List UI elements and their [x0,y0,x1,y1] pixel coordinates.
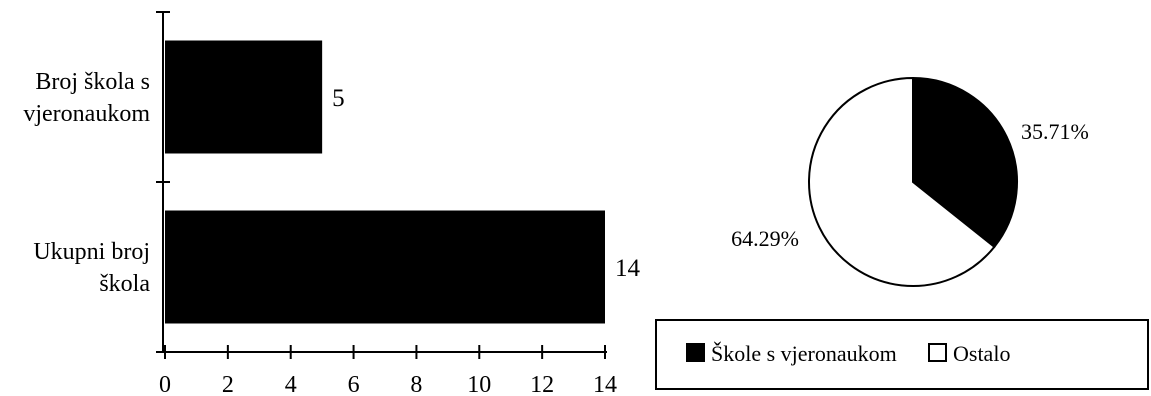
x-tick-label: 10 [467,372,491,396]
category-label-line: škola [99,271,150,297]
bar-1 [165,40,323,154]
x-tick-label: 12 [530,372,554,396]
x-tick-label: 4 [285,372,297,396]
bar-chart: 0 2 4 6 8 10 12 14 5 Broj škola s vjeronaukom 14 Uku… [23,11,641,396]
x-tick-label: 2 [222,372,234,396]
x-tick-label: 6 [348,372,360,396]
x-tick-label: 14 [593,372,617,396]
pie-chart: 35.71% 64.29% [731,76,1089,287]
bar-2 [165,210,605,324]
x-tick-label: 0 [159,372,171,396]
legend-swatch [686,343,705,362]
pie-slice-1 [912,76,1018,249]
pie-data-label: 64.29% [731,226,799,251]
category-label-line: Broj škola s [35,69,150,95]
category-label: Broj škola s vjeronaukom [23,69,150,127]
category-label-line: Ukupni broj [33,239,150,265]
legend-entry: Škole s vjeronaukom [711,341,897,366]
legend-box [655,319,1149,390]
pie-legend: Škole s vjeronaukom Ostalo [655,319,1149,390]
pie-data-label: 35.71% [1021,119,1089,144]
bar-data-label: 5 [332,85,345,112]
category-label: Ukupni broj škola [33,239,150,297]
category-label-line: vjeronaukom [23,101,150,127]
pie-slice-2 [808,76,996,287]
legend-swatch [928,343,947,362]
x-tick-label: 8 [410,372,422,396]
legend-entry: Ostalo [953,341,1010,366]
bar-data-label: 14 [615,255,641,282]
